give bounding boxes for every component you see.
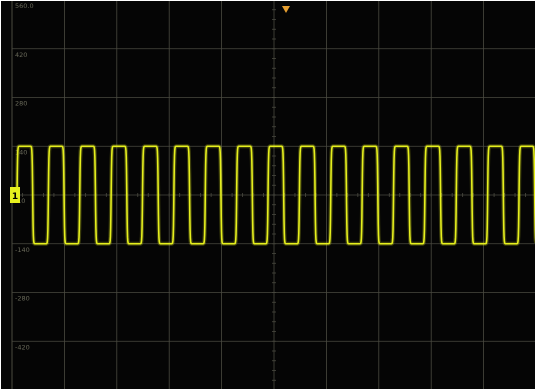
level-label: -140 <box>15 246 30 254</box>
level-label: 420 <box>15 51 27 59</box>
level-label: -420 <box>15 343 30 351</box>
level-label: -280 <box>15 295 30 303</box>
waveform-trace <box>15 144 536 246</box>
channel-1-trace <box>16 145 536 245</box>
graticule <box>11 0 536 390</box>
channel-1-marker-label: 1 <box>12 192 18 202</box>
level-label: 140 <box>15 148 27 156</box>
level-label: 560.0 <box>15 2 34 10</box>
trigger-position-marker[interactable] <box>282 6 290 13</box>
level-labels: 560.0 420 280 140 0.0 -140 -280 -420 <box>15 2 34 351</box>
channel-1-ground-marker[interactable] <box>10 187 20 203</box>
level-label: 280 <box>15 100 27 108</box>
level-label: 0.0 <box>15 197 25 205</box>
markers: 1 <box>10 6 290 203</box>
